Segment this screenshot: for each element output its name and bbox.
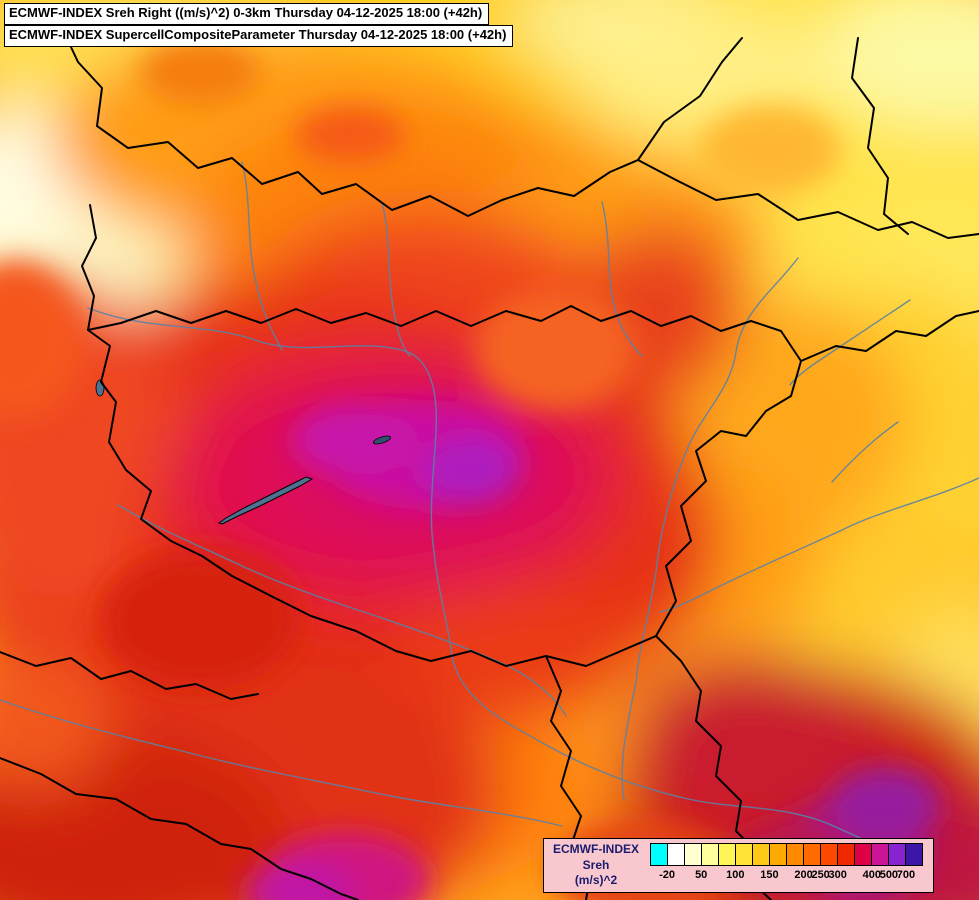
- legend-swatch: [769, 843, 787, 866]
- legend-swatch: [888, 843, 906, 866]
- legend-tick-label: -20: [659, 869, 676, 881]
- legend-label-block: ECMWF-INDEX Sreh (m/s)^2: [544, 839, 648, 892]
- legend-swatch: [837, 843, 855, 866]
- border-northeast: [637, 159, 979, 239]
- legend-box: ECMWF-INDEX Sreh (m/s)^2 -20 50 100 150 200 2…: [543, 838, 934, 893]
- river-vah: [241, 161, 283, 351]
- river-hron: [381, 201, 411, 357]
- legend-swatch: [667, 843, 685, 866]
- legend-swatch: [803, 843, 821, 866]
- river-danube: [87, 307, 906, 859]
- legend-swatch: [718, 843, 736, 866]
- legend-colorbar: [650, 843, 923, 866]
- legend-units: (m/s)^2: [574, 873, 618, 888]
- river-tisza: [621, 257, 799, 801]
- legend-swatch: [752, 843, 770, 866]
- map-title-sreh: ECMWF-INDEX Sreh Right ((m/s)^2) 0-3km T…: [4, 3, 490, 25]
- river-mures: [659, 477, 979, 613]
- rivers: [0, 161, 979, 859]
- border-north-chain: [61, 27, 743, 217]
- legend-swatch: [701, 843, 719, 866]
- border-slovenia-croatia: [0, 651, 259, 700]
- river-sava: [0, 699, 563, 827]
- border-topright: [851, 37, 909, 235]
- legend-tick-label: 300: [828, 869, 847, 881]
- legend-tick-label: 150: [760, 869, 779, 881]
- legend-tick-label: 100: [726, 869, 745, 881]
- legend-parameter-name: Sreh: [582, 857, 610, 872]
- legend-tick-label: 50: [695, 869, 708, 881]
- lake-velence: [372, 435, 392, 445]
- legend-swatch: [820, 843, 838, 866]
- legend-swatch: [786, 843, 804, 866]
- border-romania-ukraine: [800, 310, 979, 362]
- river-drava: [117, 504, 567, 717]
- legend-tick-label: 400: [862, 869, 881, 881]
- legend-swatch: [735, 843, 753, 866]
- legend-swatch: [905, 843, 923, 866]
- legend-swatch: [650, 843, 668, 866]
- map-title-supercell-composite: ECMWF-INDEX SupercellCompositeParameter …: [4, 25, 514, 47]
- river-hornad: [601, 201, 643, 357]
- legend-swatch: [854, 843, 872, 866]
- legend-swatch: [684, 843, 702, 866]
- lakes: [95, 379, 392, 525]
- legend-tick-label: 200: [794, 869, 813, 881]
- legend-swatch: [871, 843, 889, 866]
- border-croatia-bosnia: [0, 757, 359, 900]
- border-hungary: [87, 305, 802, 667]
- river-east-tributary: [831, 421, 899, 483]
- legend-tick-label: 500: [879, 869, 899, 881]
- lake-neusiedl: [95, 379, 105, 397]
- legend-tick-label: 250: [811, 869, 830, 881]
- legend-tick-label: 700: [896, 869, 916, 881]
- legend-product-name: ECMWF-INDEX: [553, 842, 639, 857]
- legend-scale-area: -20 50 100 150 200 250 300 400 500 700: [648, 839, 933, 892]
- legend-ticks: -20 50 100 150 200 250 300 400 500 700: [650, 866, 923, 884]
- border-austria-west: [81, 204, 97, 331]
- lake-balaton: [217, 476, 314, 525]
